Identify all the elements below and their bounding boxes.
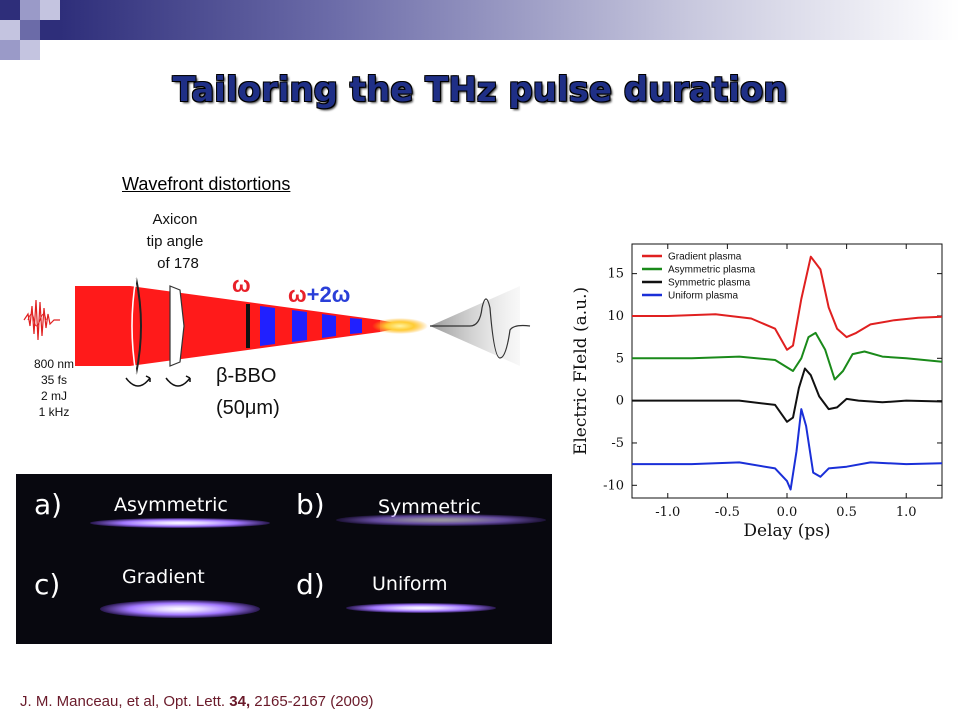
y-tick-label: 0 [616, 394, 624, 409]
panel-letter-c: c) [34, 568, 61, 601]
panel-label-gradient: Gradient [122, 566, 205, 588]
plasma-image-symmetric [336, 514, 546, 526]
y-tick-label: 5 [616, 351, 624, 366]
diagram-heading: Wavefront distortions [122, 174, 291, 194]
plasma-image-uniform [346, 603, 496, 613]
laser-param-4: 1 kHz [39, 405, 70, 419]
corner-decoration [0, 0, 80, 60]
laser-param-3: 2 mJ [41, 389, 67, 403]
panel-label-asymmetric: Asymmetric [114, 494, 228, 516]
citation-suffix: 2165-2167 (2009) [250, 693, 374, 710]
bbo-crystal [246, 304, 250, 348]
axicon-label-3: of 178 [157, 255, 199, 272]
plasma-image-asymmetric [90, 518, 270, 528]
y-tick-label: -10 [603, 478, 624, 493]
panel-letter-d: d) [296, 568, 325, 601]
panel-label-uniform: Uniform [372, 573, 448, 595]
axicon-label-1: Axicon [152, 211, 197, 228]
plasma-focus [372, 318, 428, 334]
plasma-image-gradient [100, 600, 260, 618]
prism-plate [169, 285, 185, 367]
plot-frame [631, 243, 943, 499]
thz-cone [430, 286, 520, 366]
legend-label: Uniform plasma [668, 291, 738, 302]
bbo-label: β-BBO [216, 365, 276, 387]
omega-2omega-label: ω+2ω [288, 282, 350, 307]
rotation-arrow-icon [165, 377, 191, 387]
series-line-2 [632, 331, 943, 381]
mixed-beam-segments [260, 306, 362, 346]
x-tick-label: -1.0 [655, 505, 680, 520]
setup-diagram: Axicon tip angle of 178 800 nm 35 fs 2 m… [23, 211, 531, 419]
y-tick-label: 10 [607, 309, 624, 324]
citation-volume: 34, [229, 693, 251, 710]
thz-waveform-icon [430, 298, 531, 359]
series-line-4 [632, 408, 943, 491]
rotation-arrow-icon [125, 377, 151, 387]
slide-title: Tailoring the THz pulse duration [172, 70, 788, 110]
bbo-thickness-label: (50μm) [216, 397, 280, 419]
legend-label: Asymmetric plasma [668, 265, 756, 276]
laser-param-1: 800 nm [34, 357, 74, 371]
panel-letter-b: b) [296, 488, 325, 521]
thz-waveform-chart: -1.0 -0.5 0.0 0.5 1.0 15 10 5 0 -5 -10 Delay (ps) El… [571, 243, 943, 541]
y-axis-label: Electric FIeld (a.u.) [571, 287, 591, 455]
x-tick-label: -0.5 [715, 505, 740, 520]
legend-label: Gradient plasma [668, 252, 742, 263]
x-tick-label: 1.0 [896, 505, 917, 520]
x-axis-label: Delay (ps) [743, 521, 830, 541]
top-banner [60, 0, 960, 40]
y-tick-label: -5 [611, 436, 624, 451]
legend-label: Symmetric plasma [668, 278, 751, 289]
series-line-3 [632, 367, 943, 423]
axicon-lens [135, 277, 142, 375]
laser-beam [75, 286, 380, 366]
panel-letter-a: a) [34, 488, 63, 521]
panel-label-symmetric: Symmetric [378, 496, 481, 518]
citation-prefix: J. M. Manceau, et al, Opt. Lett. [20, 693, 230, 710]
citation: J. M. Manceau, et al, Opt. Lett. 34, 216… [20, 693, 374, 710]
omega-label: ω [232, 272, 251, 297]
axicon-label-2: tip angle [147, 233, 204, 250]
plasma-images-panel: a) Asymmetric b) Symmetric c) Gradient d… [16, 474, 552, 644]
x-tick-label: 0.5 [836, 505, 857, 520]
x-tick-label: 0.0 [777, 505, 798, 520]
series-line-1 [632, 255, 943, 351]
y-tick-label: 15 [607, 267, 624, 282]
input-pulse-icon [23, 299, 60, 341]
laser-param-2: 35 fs [41, 373, 67, 387]
